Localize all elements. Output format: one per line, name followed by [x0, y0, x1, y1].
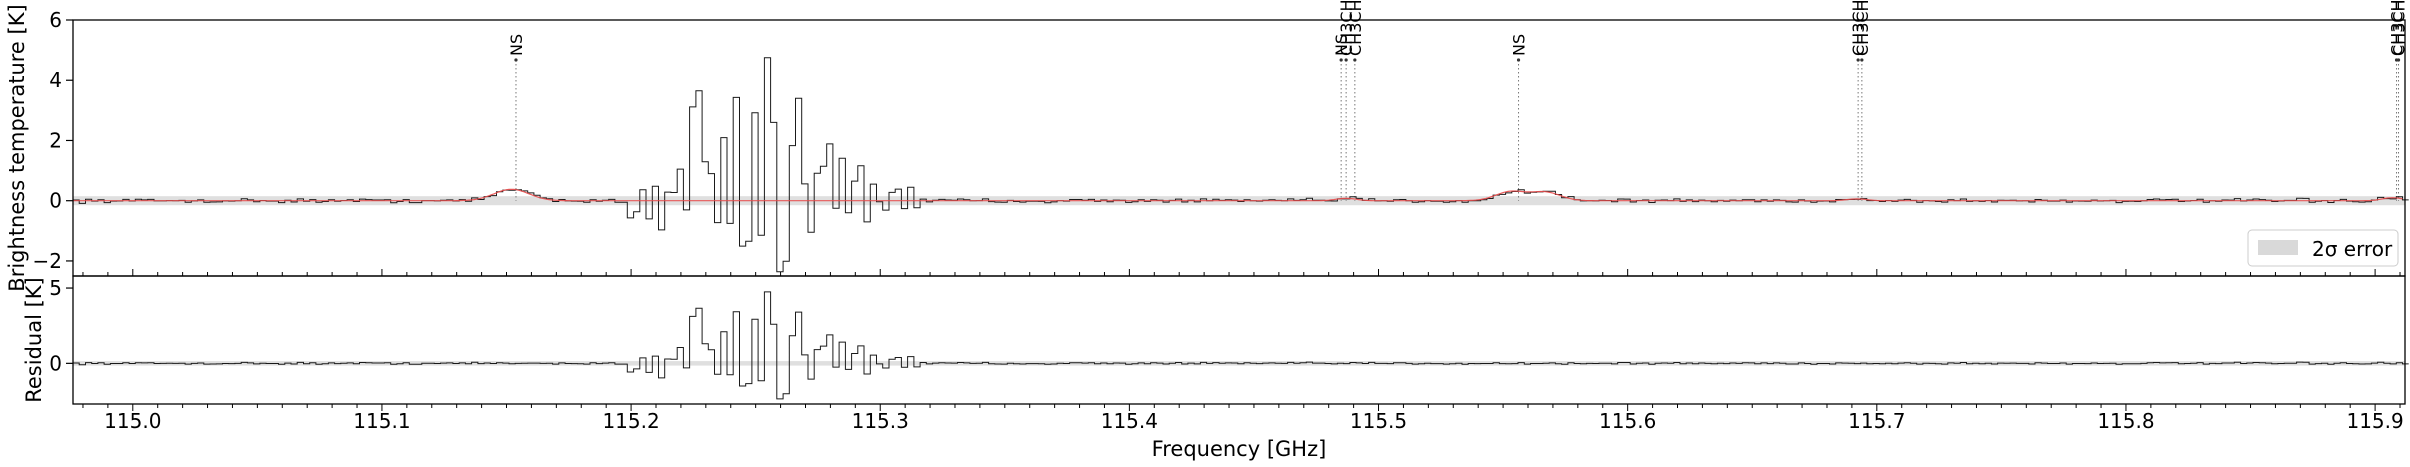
model-spectrum-line: [73, 188, 2403, 202]
top-y-tick-label: 2: [49, 128, 62, 152]
x-axis-label: Frequency [GHz]: [1152, 437, 1327, 461]
line-marker-label: CH3CHO: [2388, 0, 2407, 56]
line-marker-label: CH3CHO: [1346, 0, 1365, 56]
top-y-tick-label: 0: [49, 189, 62, 213]
line-marker-dot: [514, 58, 518, 62]
bottom-panel: 05 115.0 115.1 115.2 115.3 115.4 115.5 115.6 11…: [22, 275, 2409, 461]
line-marker-dot: [1860, 58, 1864, 62]
x-tick-label: 115.7: [1848, 409, 1905, 433]
top-y-tick-label: 4: [49, 68, 62, 92]
legend-frame: [2247, 229, 2399, 267]
top-y-tick-label: 6: [49, 8, 62, 32]
x-tick-label: 115.9: [2346, 409, 2403, 433]
line-marker-dot: [1344, 58, 1348, 62]
line-marker-dot: [2396, 58, 2401, 62]
top-y-tick-label: −2: [33, 249, 62, 273]
bottom-panel-frame: [72, 275, 2406, 405]
line-marker-dot: [1339, 58, 1343, 62]
line-marker-dot: [1856, 58, 1860, 62]
bottom-y-tick-label: 5: [49, 276, 62, 300]
x-tick-label: 115.5: [1350, 409, 1407, 433]
bottom-y-axis-label: Residual [K]: [22, 277, 46, 403]
line-marker-label: NS: [1332, 34, 1351, 56]
legend: 2σ error: [2247, 229, 2399, 267]
bottom-y-axis: 05: [49, 276, 73, 375]
line-marker-label: CH3CHO: [1853, 0, 1872, 56]
x-tick-label: 115.0: [104, 409, 161, 433]
line-marker-label: CH3CHO: [2390, 0, 2409, 56]
legend-label: 2σ error: [2312, 237, 2393, 261]
line-marker-label: NS: [1510, 34, 1529, 56]
x-axis: 115.0 115.1 115.2 115.3 115.4 115.5 115.6 115.7…: [82, 404, 2404, 433]
line-marker-dot: [1353, 58, 1357, 62]
line-marker-label: CH3CHO: [1849, 0, 1868, 56]
x-tick-label: 115.1: [353, 409, 410, 433]
residual-spectrum-line: [73, 291, 2409, 400]
x-tick-label: 115.4: [1101, 409, 1158, 433]
x-tick-label: 115.3: [852, 409, 909, 433]
legend-swatch: [2258, 240, 2298, 255]
top-x-ticks: [82, 269, 2401, 276]
x-tick-label: 115.6: [1599, 409, 1656, 433]
bottom-y-tick-label: 0: [49, 351, 62, 375]
top-y-axis-label: Brightness temperature [K]: [5, 4, 29, 291]
line-marker-dot: [1516, 58, 1521, 62]
x-tick-label: 115.2: [602, 409, 659, 433]
line-marker-label: CH3CHO: [1337, 0, 1356, 56]
line-marker-label: NS: [507, 34, 526, 56]
x-tick-label: 115.8: [2097, 409, 2154, 433]
top-y-axis: −2 0 2 4 6: [33, 8, 73, 273]
